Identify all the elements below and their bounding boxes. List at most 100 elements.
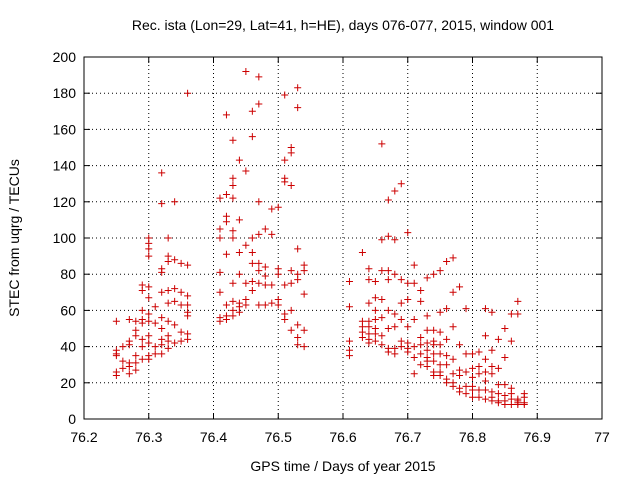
x-tick-label: 76.7 <box>394 429 421 445</box>
data-point <box>158 288 166 296</box>
data-point <box>417 334 425 342</box>
data-point <box>158 325 166 332</box>
data-point <box>138 306 146 314</box>
data-point <box>248 248 256 256</box>
data-point <box>443 352 451 360</box>
data-point <box>469 364 476 372</box>
data-point <box>345 277 353 285</box>
data-point <box>481 332 489 340</box>
data-point <box>397 343 405 351</box>
data-point <box>436 341 444 349</box>
data-point <box>417 297 425 305</box>
data-point <box>216 234 224 242</box>
data-point <box>475 348 483 356</box>
data-point <box>171 321 179 329</box>
data-point <box>384 196 392 204</box>
data-point <box>248 133 256 141</box>
data-point <box>481 395 489 403</box>
data-point <box>404 229 412 237</box>
data-point <box>222 315 230 323</box>
data-point <box>151 343 159 351</box>
data-point <box>404 279 412 287</box>
data-point <box>397 180 405 188</box>
x-tick-label: 76.4 <box>200 429 227 445</box>
data-point <box>242 167 250 175</box>
data-point <box>229 182 237 190</box>
data-point <box>443 361 451 369</box>
data-point <box>514 310 522 318</box>
data-point <box>235 248 243 256</box>
data-point <box>358 334 366 342</box>
data-point <box>229 194 237 202</box>
data-point <box>119 364 127 372</box>
data-point <box>171 285 179 293</box>
data-point <box>488 370 496 378</box>
data-point <box>184 301 192 309</box>
data-point <box>378 267 386 275</box>
data-point <box>281 91 289 99</box>
data-point <box>171 256 179 264</box>
data-point <box>410 343 418 351</box>
data-point <box>274 270 282 278</box>
data-point <box>145 310 153 318</box>
data-point <box>488 308 496 316</box>
data-point <box>242 279 250 287</box>
data-point <box>151 350 159 358</box>
x-tick-label: 76.6 <box>329 429 356 445</box>
data-point <box>255 259 263 267</box>
y-axis-label: STEC from uqrg / TECUs <box>6 159 22 317</box>
ticks <box>83 56 603 420</box>
data-point <box>229 297 237 305</box>
data-point <box>274 301 282 309</box>
data-point <box>132 352 140 360</box>
data-point <box>384 348 392 356</box>
data-point <box>397 315 405 323</box>
data-point <box>514 297 522 305</box>
data-point <box>268 230 276 238</box>
data-point <box>145 294 153 302</box>
data-point <box>145 317 153 325</box>
data-point <box>261 263 269 271</box>
data-point <box>184 312 192 320</box>
data-point <box>417 361 425 369</box>
data-point <box>164 234 172 242</box>
data-point <box>229 279 237 287</box>
y-tick-label: 140 <box>53 158 77 174</box>
data-point <box>391 323 399 331</box>
data-point <box>410 261 418 269</box>
data-point <box>294 104 302 112</box>
data-point <box>184 89 192 97</box>
data-point <box>242 67 250 75</box>
data-point <box>494 381 502 389</box>
data-point <box>501 401 509 409</box>
data-point <box>423 363 431 371</box>
data-point <box>255 100 263 108</box>
data-point <box>177 288 185 296</box>
data-point <box>268 281 276 289</box>
data-point <box>184 292 192 300</box>
data-point <box>378 314 386 322</box>
data-point <box>345 337 353 345</box>
data-point <box>248 277 256 285</box>
data-point <box>132 359 140 367</box>
data-point <box>229 174 237 182</box>
data-point <box>177 259 185 267</box>
data-point <box>294 276 302 284</box>
data-point <box>469 386 476 394</box>
data-point <box>410 279 418 287</box>
data-point <box>384 325 392 332</box>
data-point <box>436 267 444 275</box>
data-point <box>371 315 379 323</box>
data-point <box>132 332 140 340</box>
x-tick-label: 76.8 <box>459 429 486 445</box>
data-point <box>423 339 431 347</box>
y-tick-label: 100 <box>53 230 77 246</box>
data-point <box>449 288 457 296</box>
data-point <box>365 299 373 307</box>
data-point <box>404 348 412 356</box>
data-point <box>138 355 146 363</box>
y-tick-label: 0 <box>68 411 76 427</box>
data-point <box>222 250 230 258</box>
x-tick-label: 76.9 <box>524 429 551 445</box>
